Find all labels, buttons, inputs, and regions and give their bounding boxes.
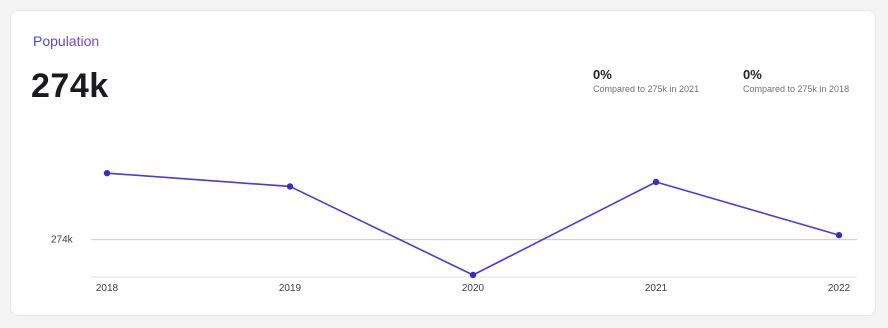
x-tick-label-2021: 2021 <box>645 283 668 294</box>
data-point-2022[interactable] <box>835 231 843 239</box>
population-card: Population 274k 0% Compared to 275k in 2… <box>10 10 876 316</box>
comparison-description: Compared to 275k in 2021 <box>593 84 700 94</box>
data-point-2020[interactable] <box>469 271 477 279</box>
data-point-2018[interactable] <box>103 169 111 177</box>
data-point-2019[interactable] <box>286 183 294 190</box>
comparison-percent: 0% <box>593 67 612 82</box>
comparison-description: Compared to 275k in 2018 <box>743 84 850 94</box>
reference-line-label: 274k <box>51 235 74 246</box>
x-tick-layer: 2018 2019 2020 2021 2022 <box>96 283 851 294</box>
reference-layer: 274k <box>51 235 857 246</box>
points-layer <box>103 169 843 279</box>
comparison-2021: 0% Compared to 275k in 2021 <box>593 67 699 94</box>
current-value: 274k <box>31 67 109 105</box>
x-tick-label-2018: 2018 <box>96 283 119 294</box>
x-tick-label-2019: 2019 <box>279 283 302 294</box>
x-tick-label-2020: 2020 <box>462 283 485 294</box>
series-line <box>106 172 840 276</box>
comparison-percent: 0% <box>743 67 762 82</box>
series-layer <box>106 172 840 276</box>
x-tick-label-2022: 2022 <box>828 283 851 294</box>
population-line-chart: 274k 2018 2019 2020 2021 2022 <box>51 169 857 294</box>
comparison-2018: 0% Compared to 275k in 2018 <box>743 67 849 94</box>
data-point-2021[interactable] <box>652 178 660 186</box>
card-title: Population <box>33 33 100 49</box>
